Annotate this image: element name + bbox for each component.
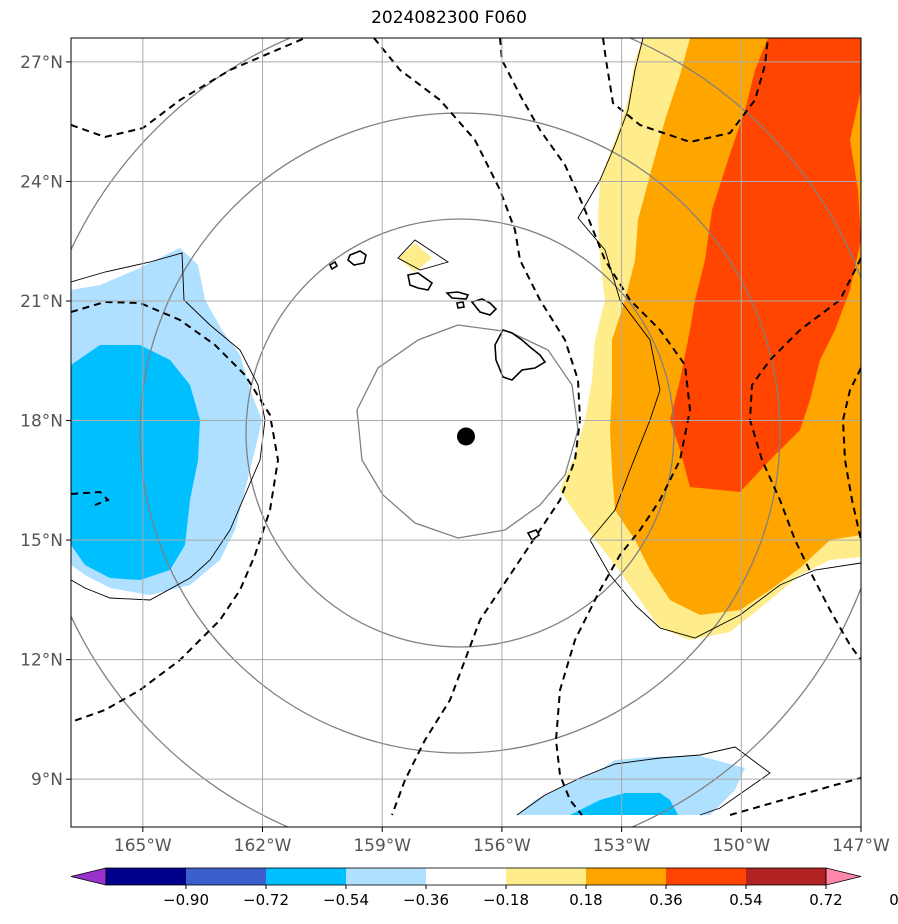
lon-tick-label: 162°W (234, 836, 292, 856)
map-plot-area (71, 38, 861, 827)
colorbar-swatch (426, 868, 507, 885)
shading-negative-west (71, 248, 262, 595)
dashed-contours (71, 38, 861, 816)
colorbar-tick-label: −0.72 (243, 891, 289, 909)
colorbar-tick-label: −0.36 (403, 891, 449, 909)
colorbar-swatch (506, 868, 587, 885)
big-island (494, 329, 547, 381)
colorbar-swatch (746, 868, 827, 885)
colorbar-frame (105, 867, 827, 886)
colorbar-swatch (346, 868, 427, 885)
map-title: 2024082300 F060 (371, 8, 527, 28)
lat-tick-label: 27°N (20, 53, 63, 73)
lon-tick-label: 150°W (712, 836, 770, 856)
colorbar-swatch (106, 868, 187, 885)
colorbar-tick-label: 0.18 (569, 891, 602, 909)
colorbar-swatch (186, 868, 267, 885)
shading-island-patch (398, 243, 432, 272)
axis-tick-labels: 9°N 12°N 15°N 18°N 21°N 24°N 27°N 165°W 162°W 159… (20, 53, 890, 856)
lat-tick-label: 15°N (20, 531, 63, 551)
colorbar-tick-label: 0.90 (889, 891, 898, 909)
kauai-island (347, 250, 367, 266)
lon-tick-label: 156°W (473, 836, 531, 856)
lon-tick-label: 147°W (832, 836, 890, 856)
grid-lines (71, 38, 861, 827)
lanai-island (456, 301, 465, 309)
coastline-islands (328, 250, 547, 542)
colorbar-swatch (266, 868, 347, 885)
shading-positive-east (560, 38, 861, 640)
maui-island (470, 298, 498, 316)
oahu-island (407, 272, 434, 291)
niihau-island (328, 260, 339, 271)
colorbar-swatch (586, 868, 667, 885)
colorbar-extend-high (825, 867, 862, 886)
molokai-island (445, 291, 470, 300)
range-rings (71, 38, 861, 827)
colorbar: −0.90 −0.72 −0.54 −0.36 −0.18 0.18 0.36 0.54 0.7… (70, 867, 898, 909)
lon-tick-label: 165°W (114, 836, 172, 856)
lat-tick-label: 12°N (20, 651, 63, 671)
lat-tick-label: 9°N (31, 770, 63, 790)
shading-negative-south (517, 756, 745, 815)
colorbar-swatch (666, 868, 747, 885)
storm-center-marker (457, 427, 475, 446)
lat-tick-label: 24°N (20, 172, 63, 192)
colorbar-tick-label: 0.36 (649, 891, 682, 909)
lat-tick-label: 18°N (20, 412, 63, 432)
colorbar-tick-label: −0.18 (483, 891, 529, 909)
lon-tick-label: 153°W (593, 836, 651, 856)
colorbar-tick-label: −0.54 (323, 891, 369, 909)
lat-tick-label: 21°N (20, 292, 63, 312)
lon-tick-label: 159°W (353, 836, 411, 856)
small-contour-loop (526, 529, 541, 542)
colorbar-tick-label: 0.54 (729, 891, 762, 909)
colorbar-extend-low (70, 867, 107, 886)
map-frame (70, 37, 862, 828)
colorbar-tick-label: 0.72 (809, 891, 842, 909)
colorbar-tick-label: −0.90 (163, 891, 209, 909)
